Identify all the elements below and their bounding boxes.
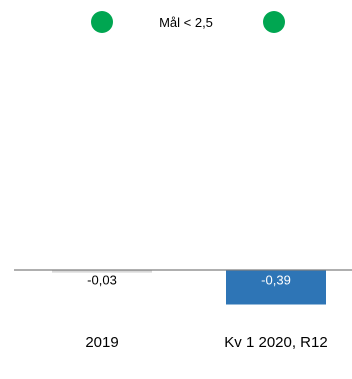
category-label-1: 2019 (85, 334, 118, 351)
value-labels-layer: -0,03 -0,39 (87, 272, 291, 287)
data-label-1: -0,03 (87, 272, 117, 287)
category-labels-layer: 2019 Kv 1 2020, R12 (85, 334, 327, 351)
green-circle-icon (263, 11, 285, 33)
target-legend: Mål < 2,5 (91, 11, 285, 33)
green-circle-icon (91, 11, 113, 33)
category-label-2: Kv 1 2020, R12 (224, 334, 327, 351)
bars-layer (52, 270, 326, 305)
target-label: Mål < 2,5 (159, 15, 213, 30)
data-label-2: -0,39 (261, 272, 291, 287)
bar-1 (52, 270, 152, 273)
bar-2 (226, 270, 326, 305)
